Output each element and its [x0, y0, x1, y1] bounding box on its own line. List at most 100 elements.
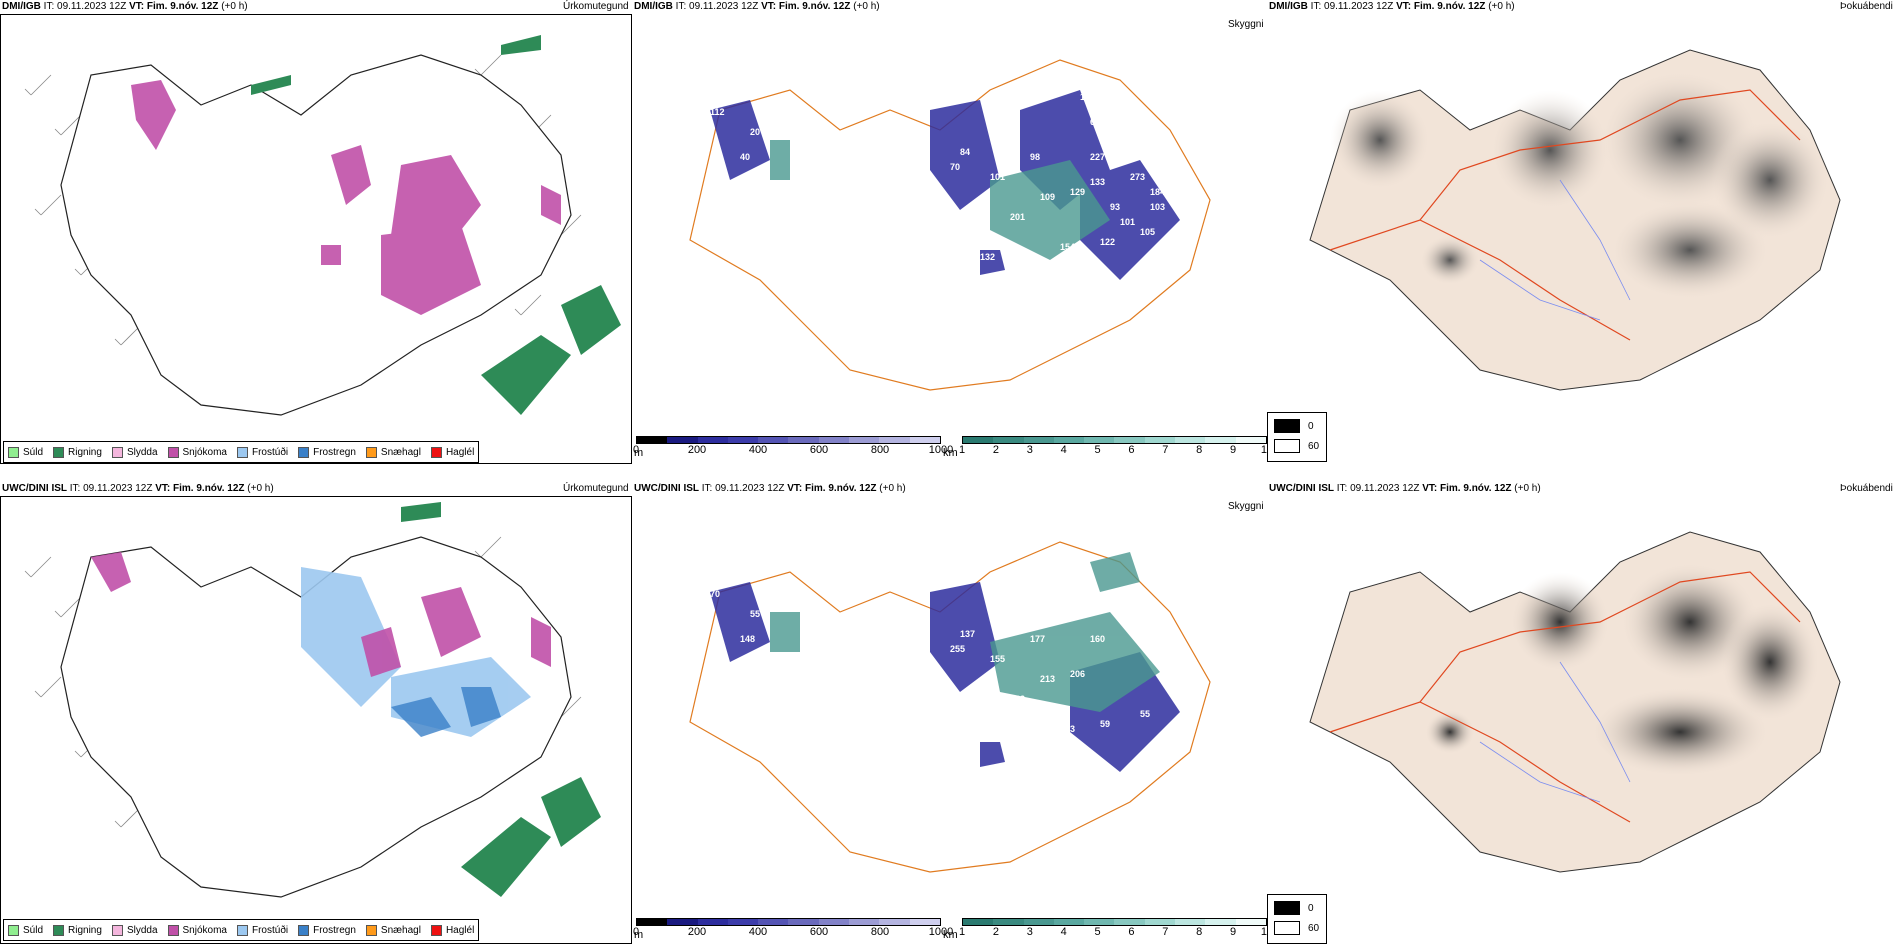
colorbar-segment	[1175, 437, 1206, 443]
legend-label: Frostregn	[313, 446, 356, 458]
sky-value-label: 122	[1100, 237, 1115, 247]
title-precip-1: Úrkomutegund	[563, 1, 629, 12]
scale-tick: 600	[809, 444, 829, 456]
vis-unit-2: km	[943, 929, 958, 941]
legend-item: Snjókoma	[167, 924, 227, 936]
height-colorbar	[636, 918, 941, 926]
legend-swatch	[8, 446, 19, 458]
title-sky-1: Skyggni	[1228, 19, 1264, 30]
sky-value-label: 98	[1030, 152, 1040, 162]
header-fog-2: UWC/DINI ISL IT: 09.11.2023 12Z VT: Fim.…	[1269, 483, 1541, 494]
colorbar-segment	[758, 437, 789, 443]
sky-value-label: 129	[1070, 187, 1085, 197]
colorbar-segment	[1084, 437, 1115, 443]
sky-value-label: 109	[1040, 192, 1055, 202]
scale-tick: 600	[809, 926, 829, 938]
legend-label: Slydda	[126, 924, 158, 936]
colorbar-segment	[849, 437, 880, 443]
title-precip-2: Úrkomutegund	[563, 483, 629, 494]
scale-tick: 9	[1230, 444, 1237, 456]
legend-item: Frostúði	[236, 924, 288, 936]
legend-label: Snjókoma	[182, 924, 227, 936]
sky-value-label: 103	[1150, 202, 1165, 212]
scale-tick: 3	[1026, 444, 1033, 456]
sky-value-label: 137	[960, 629, 975, 639]
precip-legend-1: Súld Rigning Slydda Snjókoma Frostúði Frostre…	[3, 441, 480, 463]
legend-label: Haglél	[445, 924, 475, 936]
fog-legend-item: 0	[1274, 901, 1314, 915]
vis-colorbar	[962, 436, 1267, 444]
legend-item: Rigning	[53, 924, 102, 936]
sky-value-label: 101	[990, 172, 1005, 182]
sky-value-label: 70	[950, 162, 960, 172]
legend-swatch	[298, 446, 310, 458]
legend-swatch	[111, 924, 123, 936]
vis-scale-1: 12345678910	[958, 436, 1273, 458]
fog-swatch	[1274, 921, 1300, 935]
vis-unit-1: km	[943, 447, 958, 459]
sky-value-label: 85	[960, 719, 970, 729]
header-precip-1: DMI/IGB IT: 09.11.2023 12Z VT: Fim. 9.nó…	[2, 1, 248, 12]
legend-item: Frostregn	[298, 446, 356, 458]
sky-value-label: 21	[730, 554, 740, 564]
fog-legend-2: 0 60	[1267, 894, 1327, 944]
row2: Súld Rigning Slydda Snjókoma Frostúði Frostre…	[0, 482, 1900, 950]
colorbar-segment	[1053, 919, 1085, 925]
legend-item: Haglél	[430, 924, 475, 936]
legend-item: Frostúði	[236, 446, 288, 458]
legend-item: Snæhagl	[365, 446, 421, 458]
scale-tick: 1000	[928, 444, 954, 456]
legend-swatch	[167, 446, 179, 458]
legend-label: Haglél	[445, 446, 475, 458]
legend-label: Rigning	[68, 924, 102, 936]
colorbar-segment	[818, 437, 850, 443]
legend-swatch	[430, 924, 442, 936]
sky-value-label: 105	[1140, 227, 1155, 237]
fog-swatch	[1274, 901, 1300, 915]
legend-swatch	[298, 924, 310, 936]
sky-value-label: 112	[710, 107, 725, 117]
scale-tick: 2	[992, 926, 999, 938]
legend-label: Rigning	[68, 446, 102, 458]
header-fog-1: DMI/IGB IT: 09.11.2023 12Z VT: Fim. 9.nó…	[1269, 1, 1515, 12]
scale-tick: 1000	[928, 926, 954, 938]
legend-item: Snjókoma	[167, 446, 227, 458]
scale-tick: 200	[687, 444, 707, 456]
scale-tick: 1	[958, 444, 966, 456]
colorbar-segment	[667, 919, 698, 925]
legend-item: Slydda	[111, 924, 158, 936]
legend-swatch	[236, 446, 248, 458]
colorbar-segment	[1023, 437, 1054, 443]
sky-value-label: 154	[1060, 242, 1075, 252]
sky-value-label: 82	[950, 222, 960, 232]
sky-value-label: 322	[1010, 694, 1025, 704]
legend-label: Snæhagl	[380, 446, 421, 458]
legend-item: Snæhagl	[365, 924, 421, 936]
fog-legend-1: 0 60	[1267, 412, 1327, 462]
legend-swatch	[53, 446, 65, 458]
sky-value-label: 301	[760, 107, 775, 117]
height-scale-1: 0 200 400 600 800 1000	[633, 436, 953, 458]
colorbar-segment	[1205, 919, 1236, 925]
sky-value-label: 185	[1160, 172, 1175, 182]
scale-tick: 7	[1162, 926, 1169, 938]
sky-value-label: 84	[960, 147, 970, 157]
colorbar-segment	[1235, 919, 1266, 925]
colorbar-segment	[788, 437, 819, 443]
scale-tick: 800	[870, 926, 890, 938]
fog-swatch	[1274, 419, 1300, 433]
vis-ticks: 12345678910	[959, 926, 1273, 940]
sky-value-label: 143	[1060, 724, 1075, 734]
legend-item: Haglél	[430, 446, 475, 458]
scale-tick: 400	[748, 926, 768, 938]
scale-tick: 8	[1196, 444, 1203, 456]
colorbar-segment	[1114, 437, 1145, 443]
colorbar-segment	[993, 437, 1024, 443]
colorbar-segment	[879, 437, 910, 443]
precip-map-1	[24, 35, 621, 416]
fog-label: 60	[1308, 440, 1320, 452]
fog-legend-item: 60	[1274, 921, 1319, 935]
colorbar-segment	[1205, 437, 1236, 443]
